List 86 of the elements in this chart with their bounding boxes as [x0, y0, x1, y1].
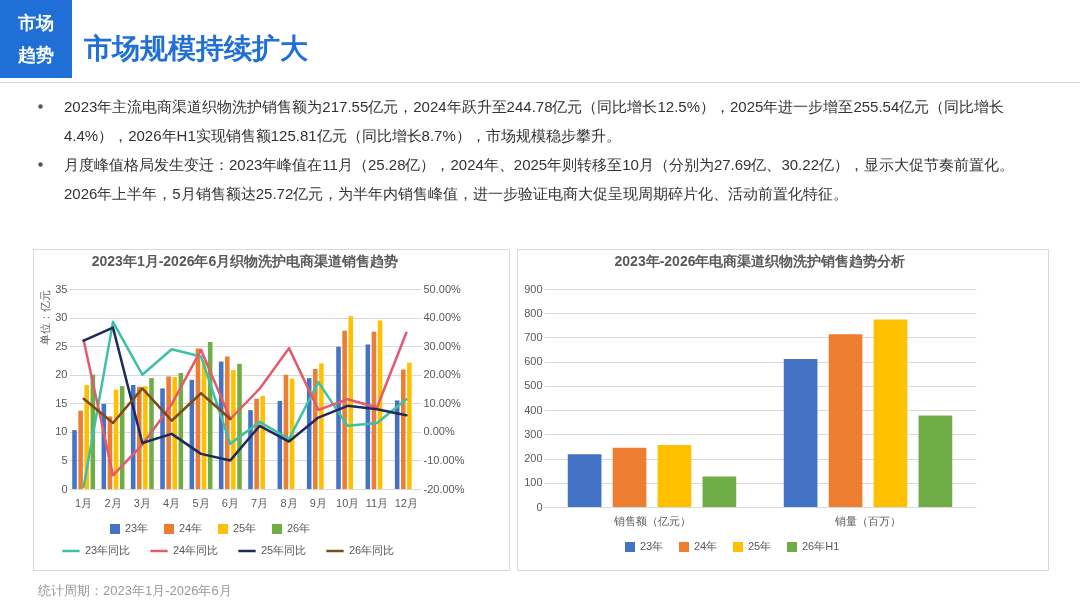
bar: [166, 376, 171, 489]
bar: [612, 447, 647, 507]
y2-tick-label: 50.00%: [423, 282, 462, 295]
x-tick-label: 8月: [280, 496, 298, 509]
y-tick-label: 15: [55, 396, 68, 409]
y2-tick-label: -10.00%: [423, 453, 465, 466]
bar: [702, 476, 737, 507]
legend-label: 25年: [748, 540, 772, 552]
bar: [237, 363, 242, 489]
bar: [348, 316, 354, 489]
y-tick-label: 800: [524, 306, 543, 319]
x-tick-label: 1月: [75, 496, 93, 509]
legend-label: 23年同比: [85, 544, 131, 556]
y-tick-label: 600: [524, 355, 543, 368]
y-tick-label: 300: [524, 427, 543, 440]
chart-title: 2023年1月-2026年6月织物洗护电商渠道销售趋势: [91, 253, 399, 269]
x-tick-label: 11月: [365, 496, 389, 509]
legend-label: 24年: [179, 522, 203, 534]
x-tick-label: 10月: [336, 496, 360, 509]
bar: [319, 363, 324, 489]
text: 月度峰值格局发生变迁：2023年峰值在11月（25.28亿），2024年、2025年则转移至10月（分别为27.69亿、30.22亿），显示大促节奏前置化。2026年上半年，5月销售额达25.72亿元，为半年内销售峰值，进一步验证电商大促呈现周期碎片化、活动前置化特征。: [64, 156, 1014, 202]
y-tick-label: 35: [55, 282, 68, 295]
y-tick-label: 20: [55, 368, 68, 381]
y2-tick-label: 40.00%: [423, 311, 462, 324]
bar: [336, 346, 341, 489]
bar: [342, 330, 347, 489]
bar: [873, 319, 908, 507]
y-tick-label: 400: [524, 403, 543, 416]
x-tick-label: 12月: [394, 496, 418, 509]
x-tick-label: 7月: [251, 496, 269, 509]
bar: [149, 378, 154, 489]
x-tick-label: 4月: [163, 496, 181, 509]
bar: [400, 369, 406, 489]
y-tick-label: 100: [524, 476, 543, 489]
y-tick-label: 0: [536, 500, 543, 513]
y-tick-label: 10: [55, 425, 68, 438]
y2-tick-label: 30.00%: [423, 339, 462, 352]
x-tick-label: 5月: [192, 496, 210, 509]
text: 市场趋势: [0, 0, 72, 78]
bar: [657, 445, 692, 507]
legend-label: 24年: [694, 540, 718, 552]
legend-label: 26年: [287, 522, 311, 534]
bar: [231, 370, 236, 489]
bar: [567, 454, 602, 507]
bar: [918, 415, 953, 507]
legend-label: 23年: [640, 540, 664, 552]
bar: [260, 395, 266, 489]
legend-label: 23年: [125, 522, 149, 534]
x-tick-label: 销量（百万）: [834, 514, 901, 527]
x-tick-label: 销售额（亿元）: [612, 514, 691, 527]
line-series: [82, 387, 232, 425]
chart-title: 2023年-2026年电商渠道织物洗护销售趋势分析: [614, 253, 906, 269]
y2-tick-label: 10.00%: [423, 396, 462, 409]
x-tick-label: 9月: [309, 496, 327, 509]
bar: [143, 386, 148, 489]
bar: [72, 430, 77, 489]
legend-label: 25年同比: [261, 544, 307, 556]
text: 2023年主流电商渠道织物洗护销售额为217.55亿元，2024年跃升至244.78亿元（同比增长12.5%），2025年进一步增至255.54亿元（同比增长4.4%），2026年H1实现销售额125.81亿元（同比增长8.7%），市场规模稳步攀升。: [64, 98, 1005, 144]
legend-label: 25年: [233, 522, 257, 534]
text: 统计周期：2023年1月-2026年6月: [38, 582, 232, 600]
bar: [254, 398, 259, 489]
y-tick-label: 500: [524, 379, 543, 392]
x-tick-label: 3月: [133, 496, 151, 509]
y-tick-label: 30: [55, 311, 68, 324]
y2-tick-label: 0.00%: [423, 425, 455, 438]
y2-tick-label: 20.00%: [423, 368, 462, 381]
legend-label: 24年同比: [173, 544, 219, 556]
bar: [160, 388, 165, 489]
bar: [783, 359, 818, 507]
y2-tick-label: -20.00%: [423, 482, 465, 495]
legend-label: 26年H1: [802, 540, 840, 552]
y-tick-label: 700: [524, 330, 543, 343]
legend-label: 26年同比: [349, 544, 395, 556]
x-tick-label: 6月: [221, 496, 239, 509]
bar: [828, 334, 863, 507]
y-tick-label: 200: [524, 452, 543, 465]
y-tick-label: 900: [524, 282, 543, 295]
bar: [78, 410, 83, 489]
text: 市场规模持续扩大: [84, 32, 308, 66]
x-tick-label: 2月: [104, 496, 122, 509]
y-tick-label: 25: [55, 339, 68, 352]
y-axis-title: 单位：亿元: [39, 289, 52, 345]
y-tick-label: 5: [61, 453, 68, 466]
bar: [248, 410, 253, 489]
bar: [407, 362, 412, 489]
y-tick-label: 0: [61, 482, 68, 495]
